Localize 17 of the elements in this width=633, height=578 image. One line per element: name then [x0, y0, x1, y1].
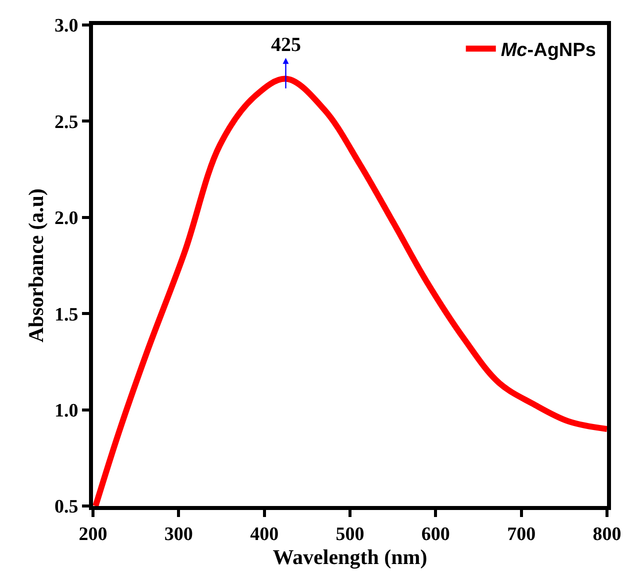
y-tick-label: 3.0	[54, 16, 78, 37]
y-axis-title: Absorbance (a.u)	[24, 188, 48, 343]
x-tick-label: 600	[421, 524, 450, 545]
y-tick-label: 2.5	[54, 112, 78, 133]
annotation: 425	[271, 34, 301, 56]
x-tick-label: 800	[592, 524, 622, 545]
x-tick-label: 400	[250, 524, 279, 545]
x-axis-title: Wavelength (nm)	[272, 544, 428, 569]
y-tick-label: 0.5	[54, 496, 78, 518]
x-tick-label: 300	[164, 524, 193, 545]
x-tick-label: 500	[336, 524, 364, 545]
x-tick-label: 200	[78, 524, 108, 545]
x-tick-label: 700	[507, 524, 536, 545]
y-tick-label: 2.0	[54, 208, 78, 230]
y-tick-label: 1.0	[54, 400, 78, 422]
y-tick-label: 1.5	[54, 304, 78, 326]
legend-label: Mc-AgNPs	[500, 40, 596, 62]
